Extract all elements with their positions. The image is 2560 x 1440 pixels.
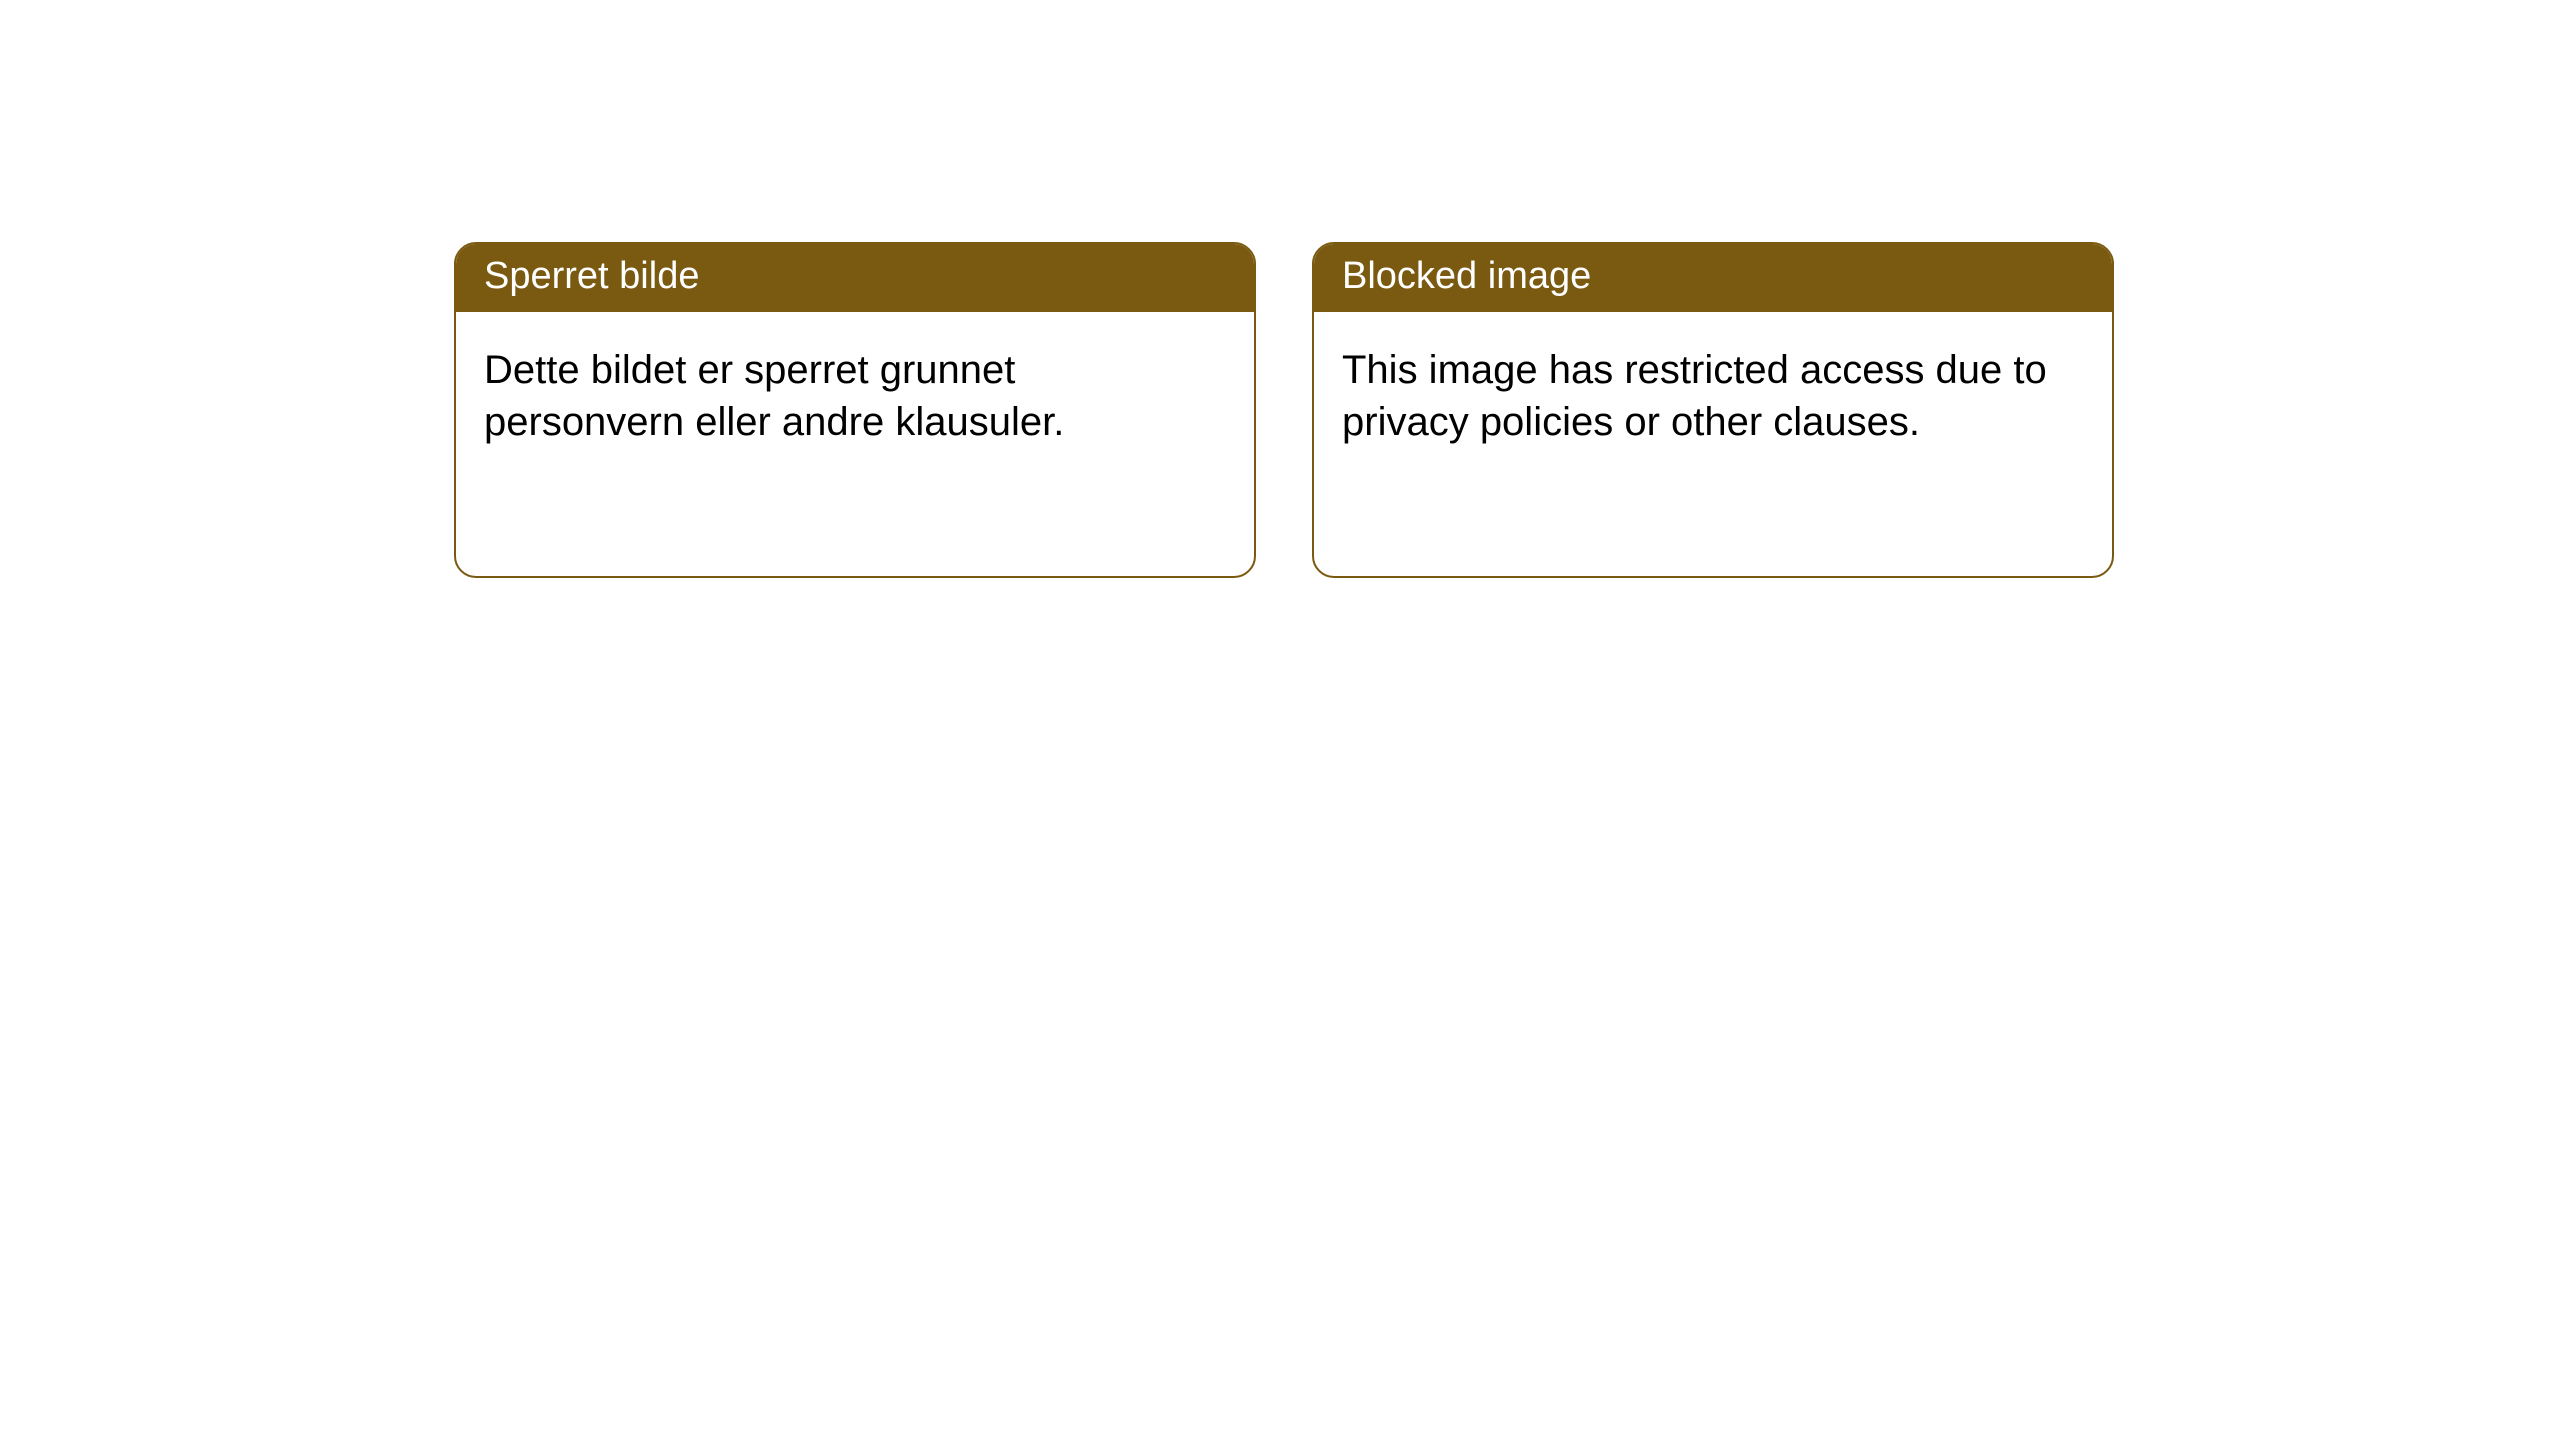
card-header: Blocked image [1314,244,2112,312]
blocked-image-card-norwegian: Sperret bilde Dette bildet er sperret gr… [454,242,1256,578]
card-header: Sperret bilde [456,244,1254,312]
card-body: This image has restricted access due to … [1314,312,2112,476]
card-title: Sperret bilde [484,255,699,297]
card-title: Blocked image [1342,255,1591,297]
card-body-text: This image has restricted access due to … [1342,348,2047,444]
notice-container: Sperret bilde Dette bildet er sperret gr… [0,0,2560,578]
card-body-text: Dette bildet er sperret grunnet personve… [484,348,1064,444]
card-body: Dette bildet er sperret grunnet personve… [456,312,1254,476]
blocked-image-card-english: Blocked image This image has restricted … [1312,242,2114,578]
